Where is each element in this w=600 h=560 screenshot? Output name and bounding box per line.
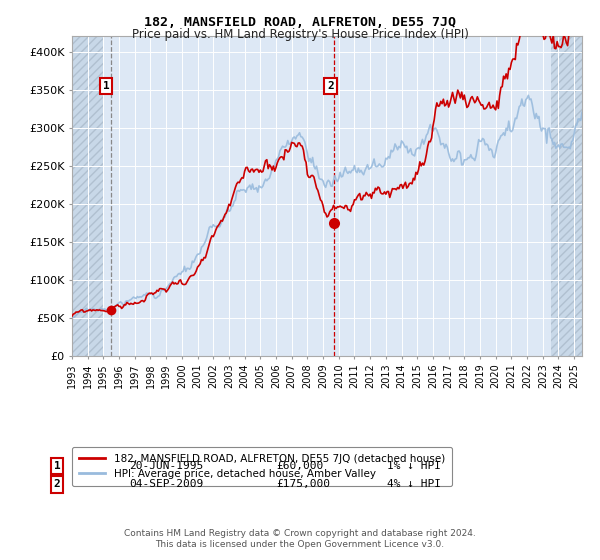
Text: 4% ↓ HPI: 4% ↓ HPI (387, 479, 441, 489)
Text: 20-JUN-1995: 20-JUN-1995 (129, 461, 203, 471)
Text: £175,000: £175,000 (276, 479, 330, 489)
Text: 1: 1 (53, 461, 61, 471)
Text: 182, MANSFIELD ROAD, ALFRETON, DE55 7JQ: 182, MANSFIELD ROAD, ALFRETON, DE55 7JQ (144, 16, 456, 29)
Bar (72, 36, 103, 356)
Bar (551, 36, 582, 356)
Text: 1: 1 (103, 81, 109, 91)
Text: 2: 2 (327, 81, 334, 91)
Text: £60,000: £60,000 (276, 461, 323, 471)
Text: 2: 2 (53, 479, 61, 489)
Text: Contains HM Land Registry data © Crown copyright and database right 2024.
This d: Contains HM Land Registry data © Crown c… (124, 529, 476, 549)
Legend: 182, MANSFIELD ROAD, ALFRETON, DE55 7JQ (detached house), HPI: Average price, de: 182, MANSFIELD ROAD, ALFRETON, DE55 7JQ … (72, 446, 452, 487)
Text: 04-SEP-2009: 04-SEP-2009 (129, 479, 203, 489)
Text: Price paid vs. HM Land Registry's House Price Index (HPI): Price paid vs. HM Land Registry's House … (131, 28, 469, 41)
Text: 1% ↓ HPI: 1% ↓ HPI (387, 461, 441, 471)
